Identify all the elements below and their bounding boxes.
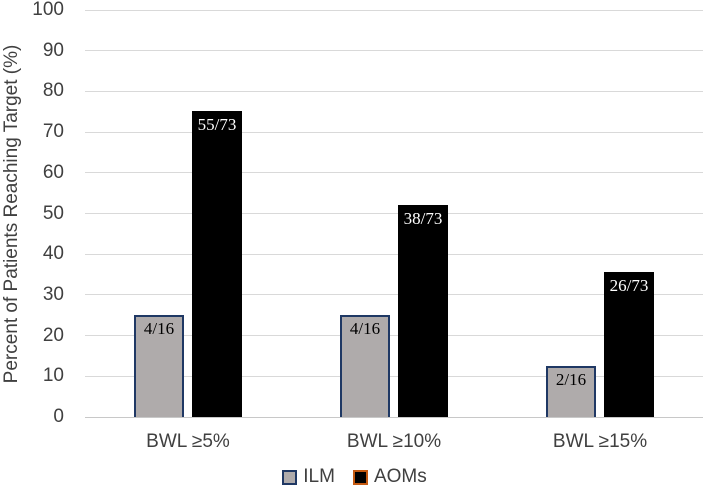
y-tick-label: 10 [42,365,64,387]
bar-value-label: 55/73 [197,114,237,134]
y-tick-label: 0 [53,406,64,427]
y-tick-label: 80 [42,80,64,102]
bar-ilm: 4/16 [134,315,184,417]
gridline [85,50,703,52]
legend-swatch-ilm [282,469,298,485]
y-tick-label: 50 [42,202,64,224]
legend-label: ILM [303,466,335,487]
y-tick-label: 90 [42,39,64,61]
bar-aoms: 26/73 [604,272,654,417]
y-tick-label: 40 [42,243,64,265]
bar-ilm: 2/16 [546,366,596,417]
bar-aoms: 55/73 [192,110,242,417]
bar-value-label: 2/16 [555,370,587,390]
gridline [85,294,703,296]
gridline [85,90,703,92]
legend-item-ilm: ILM [282,466,335,488]
y-tick-label: 20 [42,324,64,346]
y-tick-label: 60 [42,161,64,183]
bar-aoms: 38/73 [398,204,448,417]
legend-label: AOMs [373,466,427,487]
x-category-label: BWL ≥15% [552,431,648,452]
gridline [85,131,703,133]
gridline [85,335,703,337]
bar-value-label: 4/16 [349,319,381,339]
bar-value-label: 4/16 [143,319,175,339]
x-category-label: BWL ≥10% [346,431,442,452]
gridline [85,172,703,174]
bar-value-label: 38/73 [403,208,443,228]
bar-ilm: 4/16 [340,315,390,417]
x-category-label: BWL ≥5% [146,431,230,452]
legend-item-aoms: AOMs [352,466,427,488]
gridline [85,9,703,11]
y-tick-label: 100 [32,0,64,20]
legend-swatch-aoms [352,469,368,485]
y-tick-label: 70 [42,121,64,143]
bar-value-label: 26/73 [609,276,649,296]
x-axis-line [85,416,703,418]
gridline [85,375,703,377]
gridline [85,253,703,255]
gridline [85,213,703,214]
legend: ILM AOMs [0,466,709,488]
y-tick-label: 30 [42,283,64,305]
